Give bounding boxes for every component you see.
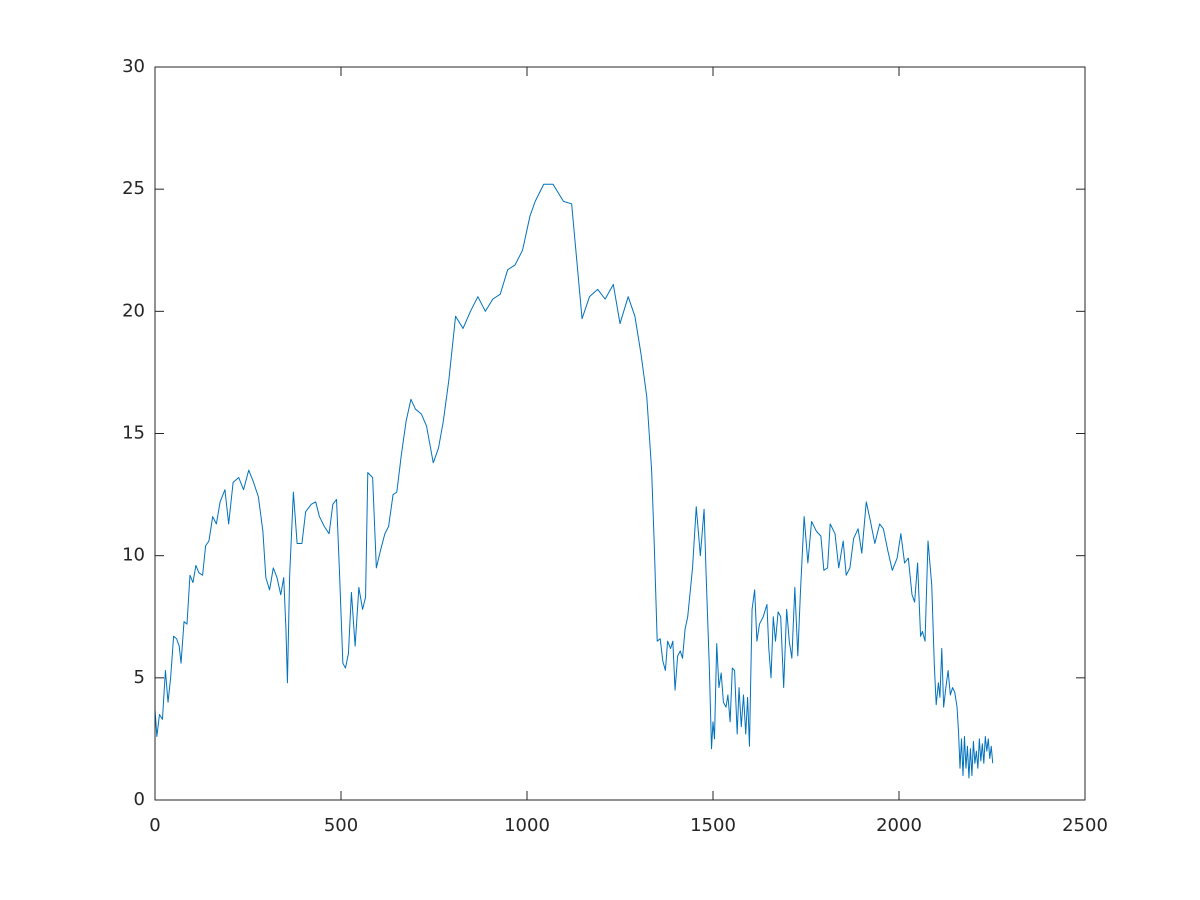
x-tick-label: 1000: [504, 815, 550, 836]
y-tick-label: 0: [134, 789, 145, 810]
x-tick-label: 0: [149, 815, 160, 836]
y-tick-label: 30: [122, 56, 145, 77]
y-tick-label: 10: [122, 545, 145, 566]
y-tick-label: 5: [134, 667, 145, 688]
x-tick-label: 2000: [876, 815, 922, 836]
y-tick-label: 20: [122, 300, 145, 321]
axes-box: [154, 66, 1086, 801]
x-tick-label: 1500: [690, 815, 736, 836]
data-line: [154, 183, 994, 779]
y-tick-label: 15: [122, 423, 145, 444]
y-tick-label: 25: [122, 178, 145, 199]
x-tick-label: 2500: [1062, 815, 1108, 836]
x-tick-label: 500: [324, 815, 358, 836]
